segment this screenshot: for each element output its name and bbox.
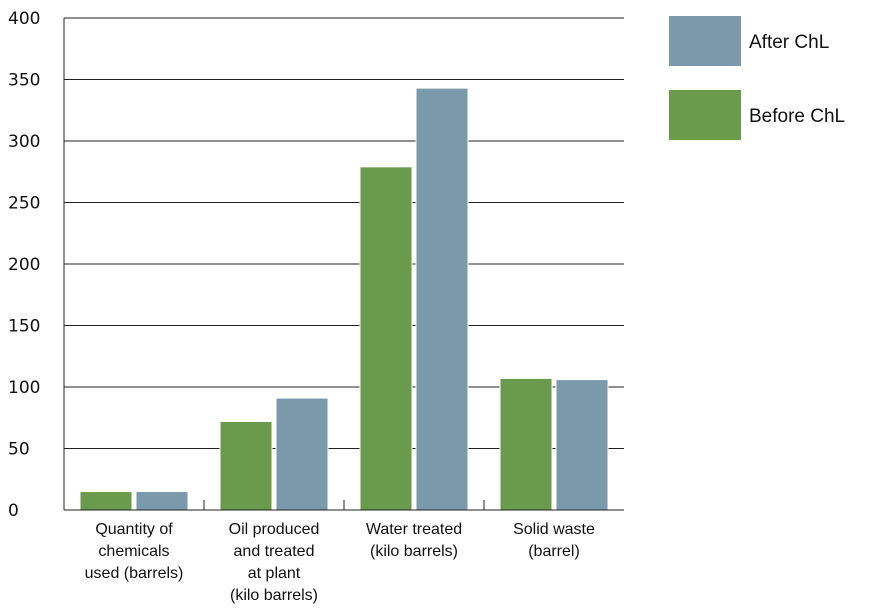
gridlines xyxy=(64,17,624,449)
legend-swatch-before xyxy=(669,90,741,140)
bar-after-3 xyxy=(555,379,609,511)
axes xyxy=(63,18,624,511)
x-tick-label-line: used (barrels) xyxy=(85,565,184,582)
y-tick-label: 400 xyxy=(8,9,40,29)
x-tick-label: Oil produced and treated at plant (kilo bar… xyxy=(229,521,320,604)
y-tick-label: 150 xyxy=(8,317,40,337)
y-tick-label: 100 xyxy=(8,378,40,398)
bars xyxy=(79,87,609,511)
legend: After ChL Before ChL xyxy=(669,16,845,140)
legend-swatch-after xyxy=(669,16,741,66)
y-tick-labels: 0 50 100 150 200 250 300 350 400 xyxy=(8,9,40,521)
x-tick-label-line: chemicals xyxy=(98,543,169,560)
bar-after-1 xyxy=(275,397,329,511)
bar-before-0 xyxy=(79,491,133,511)
y-tick-label: 250 xyxy=(8,194,40,214)
x-tick-label-line: and treated xyxy=(234,543,315,560)
x-tick-label-line: Water treated xyxy=(366,521,462,538)
bar-before-3 xyxy=(499,377,553,511)
y-tick-label: 350 xyxy=(8,71,40,91)
y-tick-label: 200 xyxy=(8,255,40,275)
bar-before-2 xyxy=(359,166,413,511)
y-tick-label: 0 xyxy=(8,501,19,521)
y-tick-label: 50 xyxy=(8,440,30,460)
x-tick-label: Water treated (kilo barrels) xyxy=(366,521,462,560)
legend-label-before: Before ChL xyxy=(749,106,845,127)
bar-before-1 xyxy=(219,420,273,511)
x-tick-label-line: Solid waste xyxy=(513,521,595,538)
legend-label-after: After ChL xyxy=(749,32,829,53)
x-tick-label: Solid waste (barrel) xyxy=(513,521,595,560)
x-tick-label-line: (barrel) xyxy=(528,543,580,560)
bar-after-2 xyxy=(415,87,469,511)
x-tick-label-line: (kilo barrels) xyxy=(230,587,318,604)
x-tick-label-line: Quantity of xyxy=(95,521,173,538)
bar-after-0 xyxy=(135,491,189,511)
x-tick-label: Quantity of chemicals used (barrels) xyxy=(85,521,184,582)
x-tick-labels: Quantity of chemicals used (barrels) Oil pr… xyxy=(85,521,595,604)
x-tick-label-line: Oil produced xyxy=(229,521,320,538)
y-tick-label: 300 xyxy=(8,132,40,152)
x-tick-label-line: (kilo barrels) xyxy=(370,543,458,560)
x-tick-label-line: at plant xyxy=(248,565,301,582)
